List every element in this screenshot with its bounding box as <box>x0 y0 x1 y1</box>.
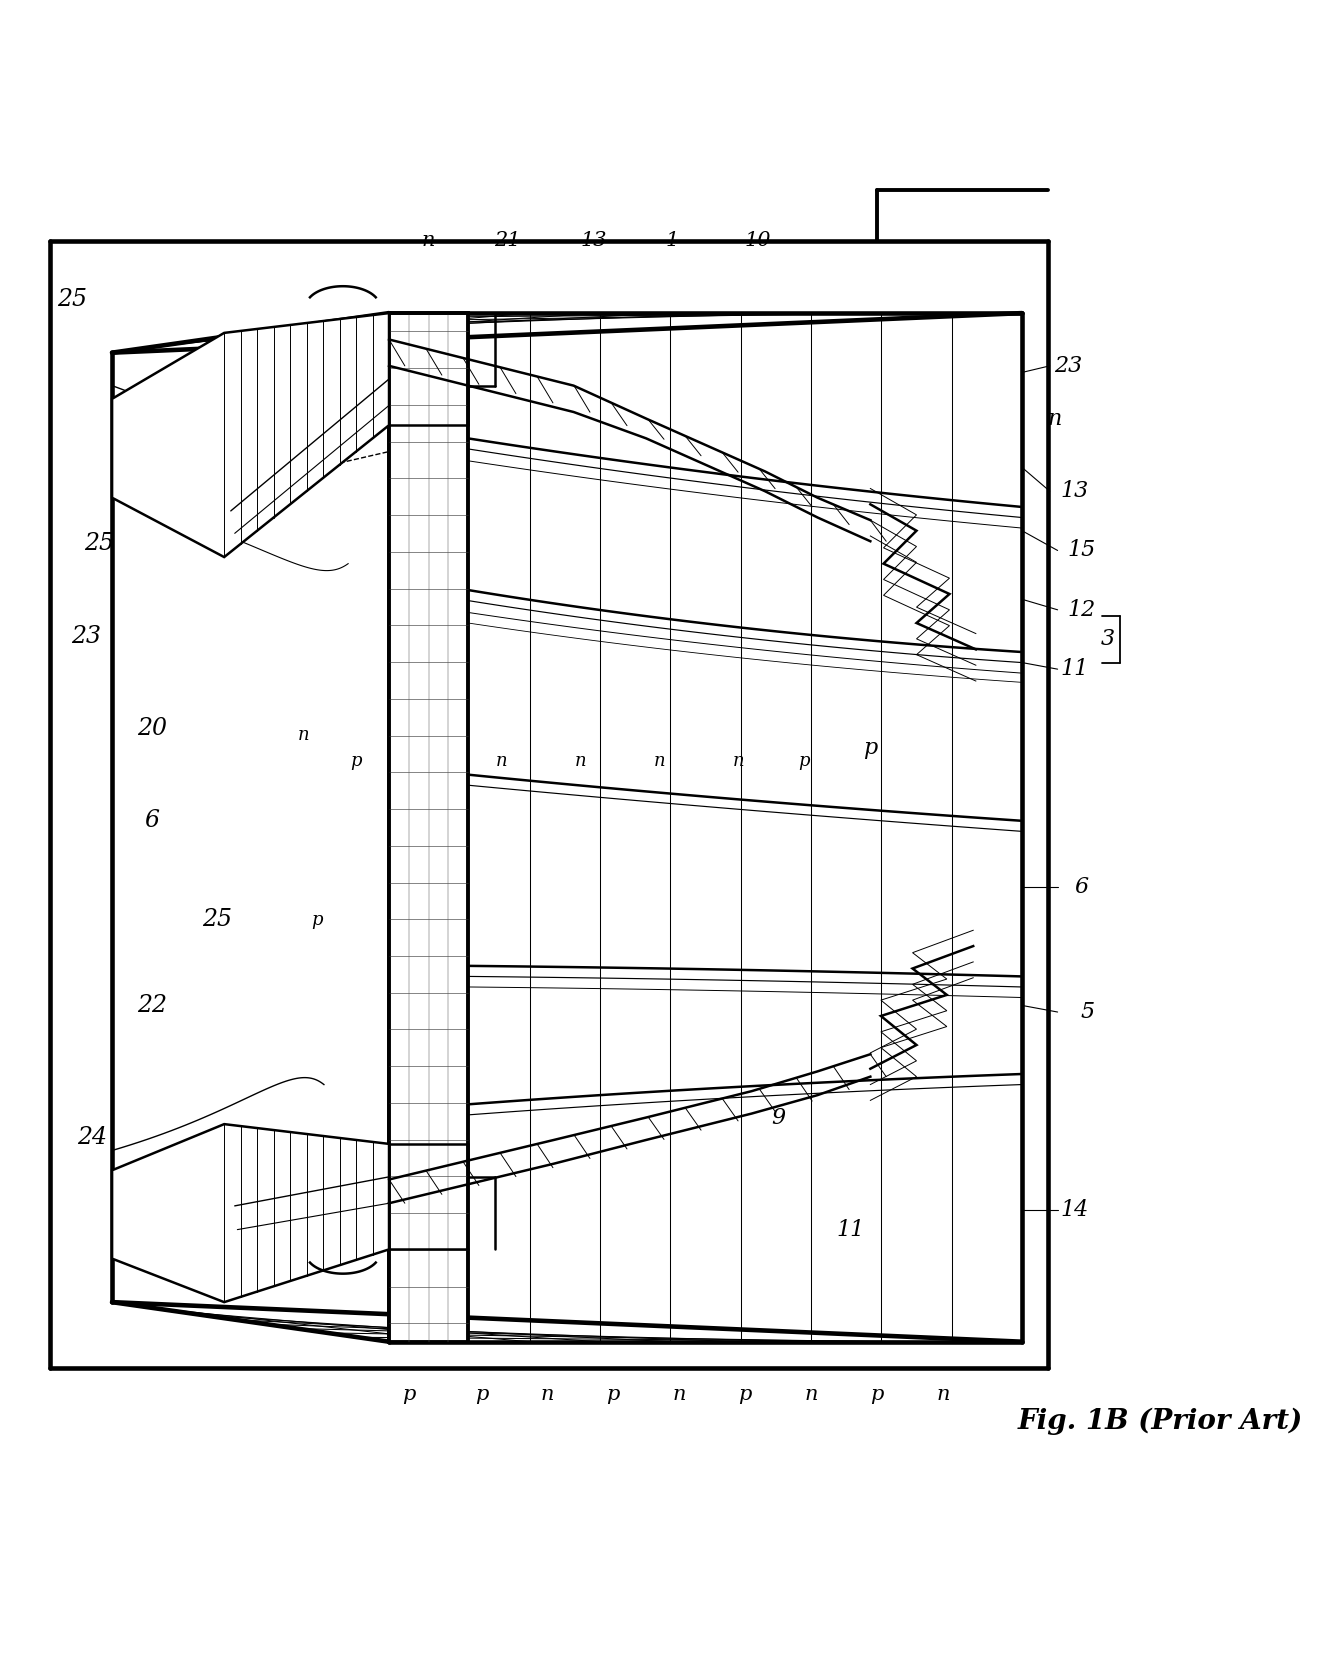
Text: 5: 5 <box>1080 1001 1095 1022</box>
Text: n: n <box>733 752 745 771</box>
Text: p: p <box>402 1384 416 1404</box>
Text: n: n <box>495 752 507 771</box>
Polygon shape <box>112 1124 389 1303</box>
Text: 22: 22 <box>136 994 167 1017</box>
Text: 25: 25 <box>203 907 233 931</box>
Text: n: n <box>540 1384 554 1404</box>
Polygon shape <box>112 314 389 557</box>
Text: n: n <box>805 1384 818 1404</box>
Text: 15: 15 <box>1067 539 1095 562</box>
Text: 23: 23 <box>71 626 100 647</box>
Text: 3: 3 <box>1100 627 1115 651</box>
Text: 20: 20 <box>136 717 167 741</box>
Text: 13: 13 <box>1060 480 1088 502</box>
Text: 6: 6 <box>144 809 159 832</box>
Text: 25: 25 <box>84 532 114 555</box>
Text: n: n <box>422 232 436 250</box>
Text: n: n <box>673 1384 686 1404</box>
Text: Fig. 1B (Prior Art): Fig. 1B (Prior Art) <box>1017 1408 1304 1434</box>
Text: n: n <box>936 1384 949 1404</box>
Text: 1: 1 <box>666 232 679 250</box>
Text: 6: 6 <box>1075 876 1088 897</box>
Text: p: p <box>738 1384 751 1404</box>
Text: n: n <box>575 752 586 771</box>
Text: p: p <box>864 737 877 759</box>
Text: p: p <box>475 1384 488 1404</box>
Text: 21: 21 <box>495 232 521 250</box>
Text: p: p <box>798 752 810 771</box>
Text: p: p <box>607 1384 620 1404</box>
Text: 9: 9 <box>771 1106 785 1129</box>
Text: 23: 23 <box>1054 355 1082 377</box>
Text: n: n <box>298 726 309 744</box>
Text: 13: 13 <box>580 232 607 250</box>
Bar <box>389 314 468 1341</box>
Text: 12: 12 <box>1067 599 1095 620</box>
Text: p: p <box>350 752 362 771</box>
Text: 11: 11 <box>1060 659 1088 681</box>
Text: 24: 24 <box>78 1126 107 1149</box>
Text: n: n <box>1048 407 1062 430</box>
Text: p: p <box>870 1384 884 1404</box>
Text: 25: 25 <box>57 289 87 312</box>
Text: p: p <box>310 911 322 929</box>
Text: n: n <box>654 752 666 771</box>
Text: 11: 11 <box>837 1219 865 1241</box>
Text: 14: 14 <box>1060 1199 1088 1221</box>
Text: 10: 10 <box>745 232 771 250</box>
